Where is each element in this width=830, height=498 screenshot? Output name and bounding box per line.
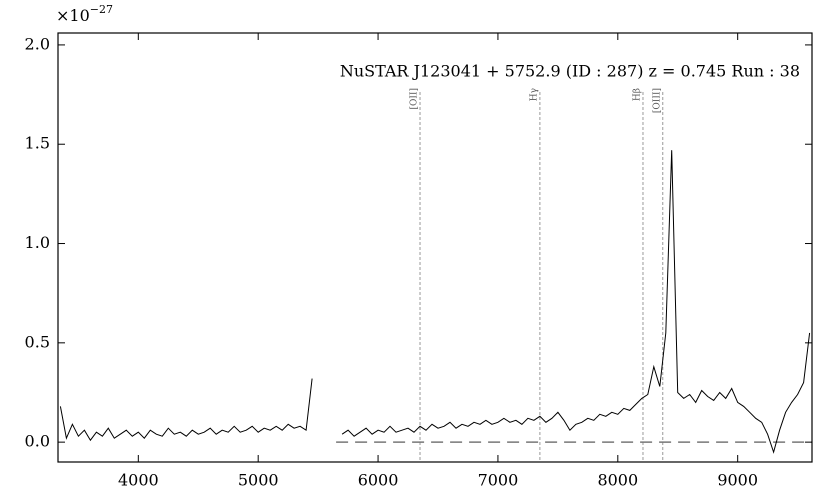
emission-label: Hγ xyxy=(529,88,539,101)
x-tick-label: 4000 xyxy=(118,471,159,490)
emission-label: Hβ xyxy=(632,88,642,101)
y-tick-label: 0.5 xyxy=(25,332,50,351)
emission-label: [OIII] xyxy=(652,88,662,113)
x-tick-label: 8000 xyxy=(597,471,638,490)
x-tick-label: 9000 xyxy=(717,471,758,490)
spectrum-line xyxy=(59,150,811,454)
y-tick-label: 2.0 xyxy=(25,34,50,53)
x-tick-label: 6000 xyxy=(358,471,399,490)
y-tick-label: 1.5 xyxy=(25,134,50,153)
offset-base: ×10 xyxy=(56,6,90,25)
y-tick-label: 1.0 xyxy=(25,233,50,252)
plot-frame xyxy=(57,32,813,463)
y-offset-label: ×10−27 xyxy=(56,3,113,25)
emission-label: [OII] xyxy=(410,88,420,110)
offset-exponent: −27 xyxy=(90,3,113,16)
x-tick-label: 5000 xyxy=(238,471,279,490)
y-tick-label: 0.0 xyxy=(25,432,50,451)
x-tick-label: 7000 xyxy=(478,471,519,490)
chart-title: NuSTAR J123041 + 5752.9 (ID : 287) z = 0… xyxy=(340,62,800,81)
